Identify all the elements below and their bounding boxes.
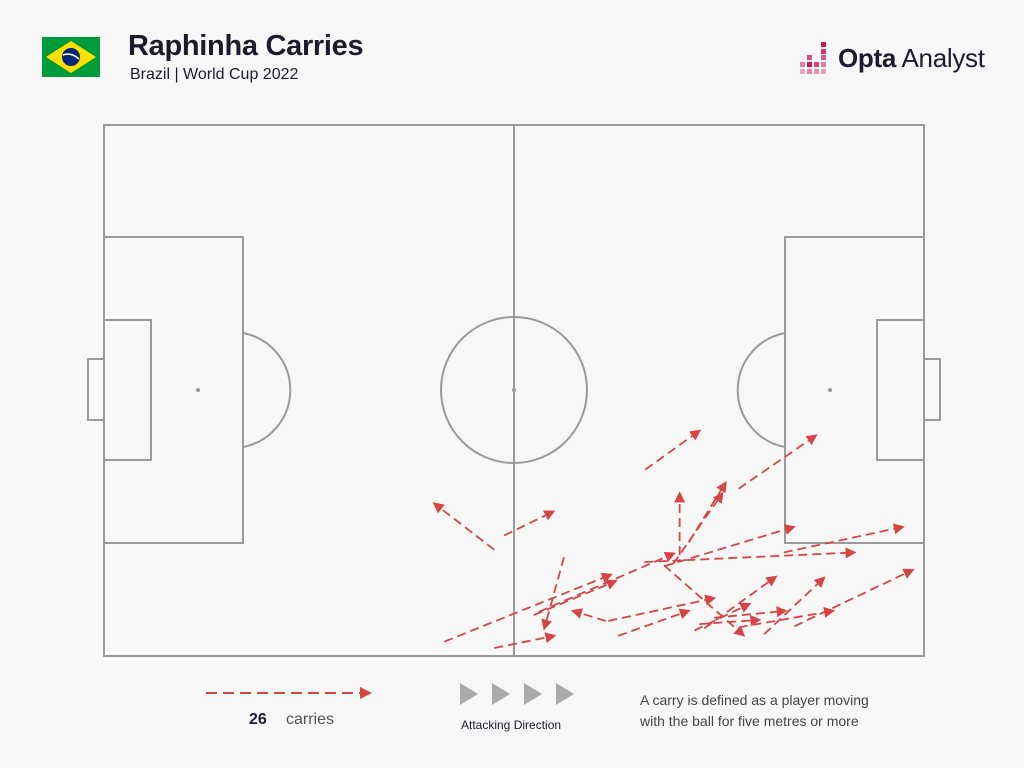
right-six-yard-box xyxy=(876,319,925,461)
carry-arrow-15 xyxy=(608,594,717,622)
carry-arrow-16 xyxy=(617,608,691,637)
left-six-yard-box xyxy=(103,319,152,461)
attacking-direction-icon xyxy=(460,683,574,705)
carry-count: 26 xyxy=(249,711,267,728)
brand-name-regular: Analyst xyxy=(896,43,985,73)
carry-count-label: carries xyxy=(286,711,335,728)
carry-arrow-18 xyxy=(703,575,778,630)
carries-layer xyxy=(432,429,915,649)
right-goal xyxy=(923,358,941,421)
brand-name-bold: Opta xyxy=(838,43,897,73)
brazil-flag-icon xyxy=(42,37,100,77)
chart-subtitle: Brazil | World Cup 2022 xyxy=(130,66,299,83)
carry-arrow-6 xyxy=(687,481,727,543)
carry-arrow-7 xyxy=(672,491,724,565)
right-penalty-spot xyxy=(828,388,832,392)
carry-arrow-9 xyxy=(663,524,796,568)
left-penalty-box xyxy=(103,236,244,544)
direction-triangle-icon xyxy=(460,683,478,705)
carry-arrow-12 xyxy=(541,556,565,631)
carry-arrow-8 xyxy=(644,547,857,563)
left-penalty-spot xyxy=(196,388,200,392)
carry-definition-note: A carry is defined as a player moving wi… xyxy=(640,690,900,732)
right-penalty-box xyxy=(784,236,925,544)
attacking-direction-label: Attacking Direction xyxy=(461,718,562,732)
carry-arrow-10 xyxy=(443,572,613,643)
centre-spot xyxy=(512,388,516,392)
carry-arrow-4 xyxy=(738,434,818,490)
carry-arrow-26 xyxy=(713,606,788,619)
carry-arrow-25 xyxy=(570,608,607,622)
direction-triangle-icon xyxy=(524,683,542,705)
direction-triangle-icon xyxy=(492,683,510,705)
note-line-2: with the ball for five metres or more xyxy=(640,713,859,729)
carry-arrow-19 xyxy=(763,576,826,635)
carry-arrow-2 xyxy=(503,510,556,537)
carry-arrow-21 xyxy=(783,523,905,554)
carry-arrow-14 xyxy=(538,551,676,613)
right-penalty-arc xyxy=(736,332,786,448)
carry-arrow-13 xyxy=(533,579,618,616)
legend-carry-arrow xyxy=(206,687,372,699)
centre-circle xyxy=(440,316,588,464)
carry-arrow-1 xyxy=(432,502,495,551)
opta-logo-icon xyxy=(800,42,826,74)
direction-triangle-icon xyxy=(556,683,574,705)
brand-name: Opta Analyst xyxy=(838,43,985,74)
left-penalty-arc xyxy=(242,332,292,448)
note-line-1: A carry is defined as a player moving xyxy=(640,692,869,708)
carry-arrow-24 xyxy=(663,564,746,637)
left-goal xyxy=(87,358,105,421)
brand-logo: Opta Analyst xyxy=(798,40,998,76)
carry-arrow-3 xyxy=(644,429,702,471)
carry-arrow-20 xyxy=(794,568,915,628)
pitch-lines xyxy=(87,124,941,657)
carry-arrow-11 xyxy=(494,632,557,649)
chart-title: Raphinha Carries xyxy=(128,30,364,62)
